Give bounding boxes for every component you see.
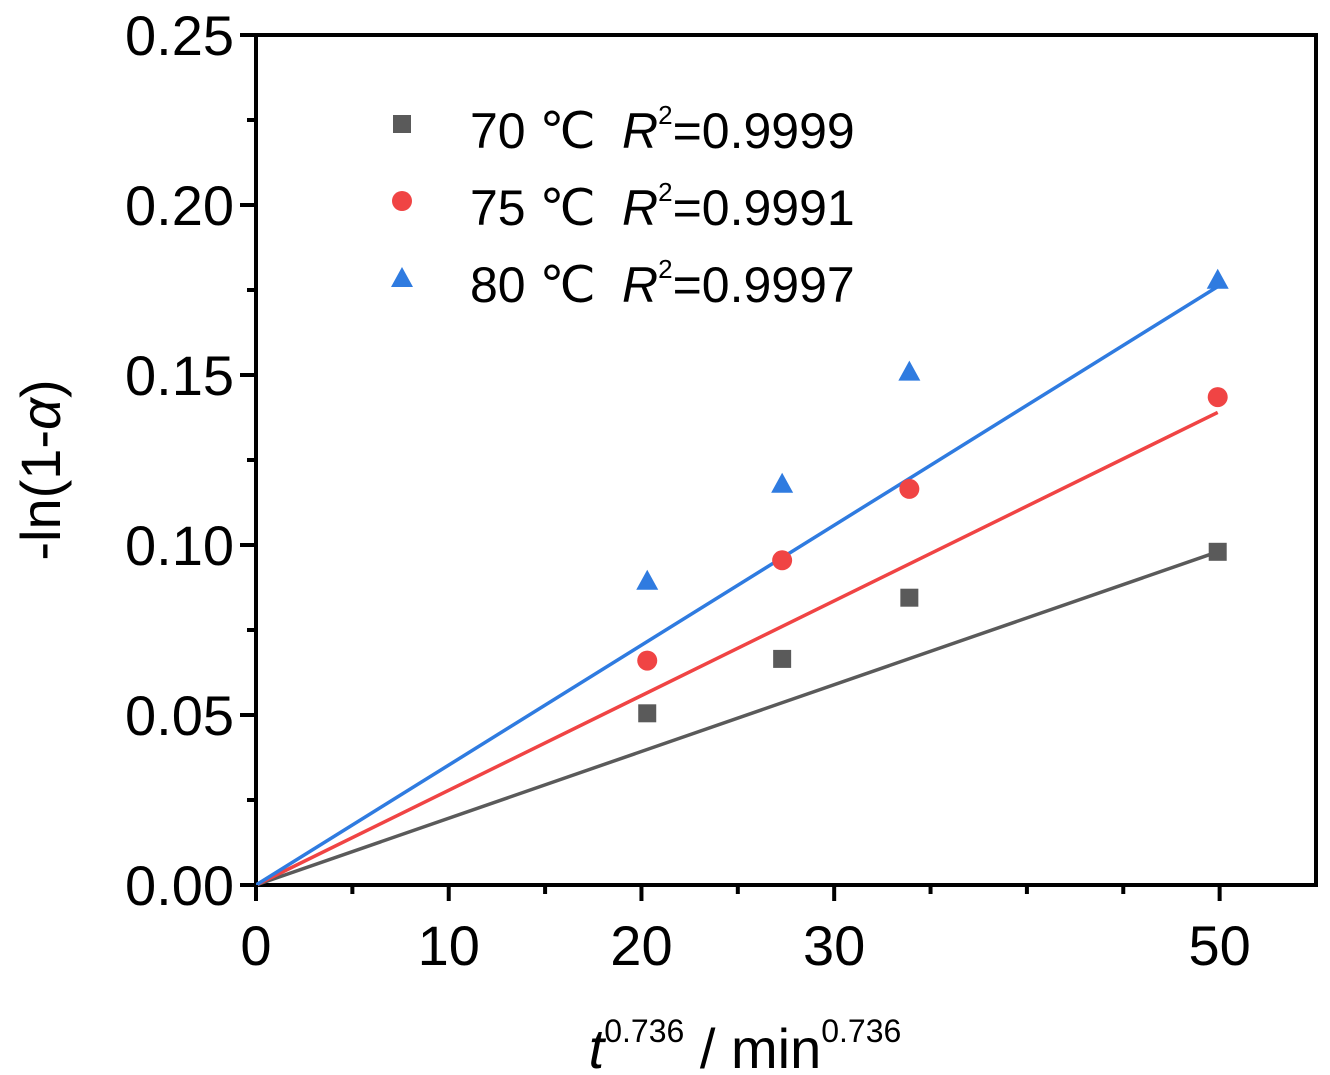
legend-r-value: =0.9991 — [673, 180, 855, 236]
legend-series-name: 70 ℃ — [470, 103, 596, 159]
legend-entry-75c: 75 ℃ R2=0.9991 — [392, 177, 855, 236]
x-tick-label: 10 — [418, 914, 480, 977]
legend-r-symbol: R — [622, 257, 658, 313]
data-point-70c — [773, 649, 792, 668]
x-tick-label: 50 — [1188, 914, 1250, 977]
legend-r-squared: R2=0.9991 — [622, 177, 855, 236]
legend-series-name: 80 ℃ — [470, 257, 596, 313]
legend-r-exponent: 2 — [658, 100, 672, 130]
legend-r-value: =0.9997 — [673, 257, 855, 313]
y-axis-title-symbol: α — [9, 396, 72, 430]
y-tick-label: 0.00 — [125, 854, 234, 917]
x-axis-title-unit-exponent: 0.736 — [821, 1013, 901, 1049]
data-point-80c — [898, 360, 921, 381]
data-point-80c — [1206, 268, 1229, 289]
data-point-75c — [1207, 387, 1228, 408]
y-axis-title-suffix: ) — [9, 379, 72, 398]
y-tick-label: 0.10 — [125, 514, 234, 577]
data-point-70c — [638, 704, 657, 723]
plot-area — [254, 33, 1318, 887]
x-tick-label: 30 — [803, 914, 865, 977]
y-tick-label: 0.20 — [125, 174, 234, 237]
legend-r-squared: R2=0.9999 — [622, 100, 855, 159]
x-axis-title-base: t — [589, 1017, 607, 1075]
data-point-75c — [899, 478, 920, 499]
legend-series-name: 75 ℃ — [470, 180, 596, 236]
legend-r-exponent: 2 — [658, 254, 672, 284]
legend-r-value: =0.9999 — [673, 103, 855, 159]
x-axis: 0 10 20 30 50 — [240, 885, 1251, 977]
x-tick-label: 0 — [240, 914, 271, 977]
legend-entry-80c: 80 ℃ R2=0.9997 — [391, 254, 855, 313]
y-axis: 0.00 0.05 0.10 0.15 0.20 0.25 — [125, 4, 256, 917]
legend-entry-70c: 70 ℃ R2=0.9999 — [393, 100, 855, 159]
legend-marker-75c — [392, 191, 412, 211]
legend-r-symbol: R — [622, 103, 658, 159]
data-point-80c — [636, 569, 659, 590]
fit-lines — [255, 285, 1219, 887]
data-point-80c — [771, 472, 794, 493]
legend-r-symbol: R — [622, 180, 658, 236]
fit-line-70c — [255, 550, 1219, 887]
y-tick-label: 0.05 — [125, 684, 234, 747]
y-tick-label: 0.15 — [125, 344, 234, 407]
y-tick-label: 0.25 — [125, 4, 234, 67]
data-point-70c — [900, 588, 919, 607]
x-axis-title-unit: / min — [684, 1017, 821, 1075]
x-tick-label: 20 — [610, 914, 672, 977]
x-axis-title: t0.736 / min0.736 — [589, 1013, 902, 1075]
y-axis-title: -ln(1-α) — [9, 379, 72, 560]
legend-r-exponent: 2 — [658, 177, 672, 207]
x-axis-title-base-exponent: 0.736 — [604, 1013, 684, 1049]
data-markers — [636, 268, 1229, 723]
data-point-75c — [772, 550, 793, 571]
legend-r-squared: R2=0.9997 — [622, 254, 855, 313]
fit-line-80c — [255, 285, 1219, 887]
legend-marker-70c — [393, 115, 411, 133]
y-axis-title-prefix: -ln(1- — [9, 430, 72, 561]
data-point-70c — [1208, 542, 1227, 561]
legend-marker-80c — [391, 267, 413, 287]
fit-line-75c — [255, 410, 1219, 887]
data-point-75c — [637, 650, 658, 671]
